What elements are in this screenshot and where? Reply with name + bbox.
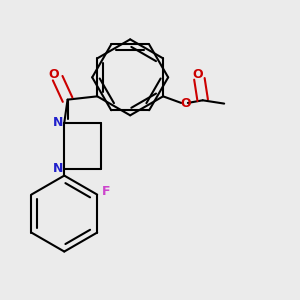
Text: N: N bbox=[53, 163, 64, 176]
Text: O: O bbox=[180, 97, 190, 110]
Text: N: N bbox=[53, 116, 64, 129]
Text: O: O bbox=[192, 68, 203, 81]
Text: O: O bbox=[48, 68, 59, 81]
Text: F: F bbox=[102, 185, 111, 198]
